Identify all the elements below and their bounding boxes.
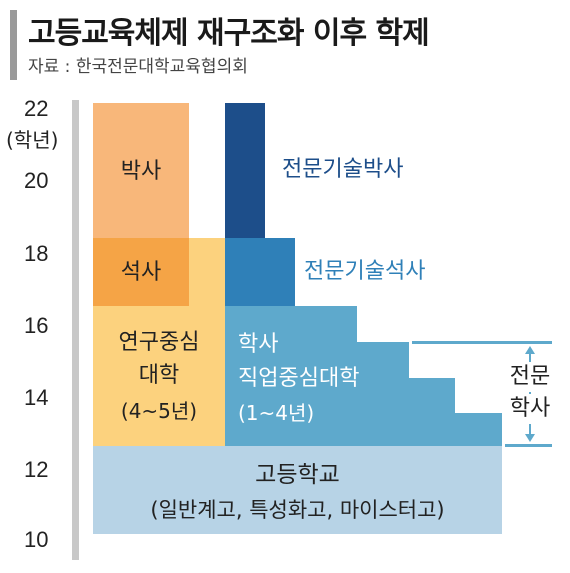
vocational-block-step2 bbox=[409, 378, 455, 446]
y-axis-unit: (학년) bbox=[6, 128, 59, 152]
y-tick-20: 20 bbox=[24, 168, 49, 193]
masters-label: 석사 bbox=[120, 260, 162, 285]
vocational-block-step1 bbox=[357, 342, 409, 446]
high-school-block: 고등학교 (일반계고, 특성화고, 마이스터고) bbox=[93, 446, 502, 534]
specialist-label-line1: 전문 bbox=[502, 362, 558, 392]
arrow-up-icon bbox=[525, 346, 535, 354]
y-tick-18: 18 bbox=[24, 241, 49, 266]
specialist-label-line2: 학사 bbox=[502, 394, 558, 424]
y-tick-16: 16 bbox=[24, 313, 49, 338]
phd-block: 박사 bbox=[93, 103, 189, 238]
masters-block: 석사 bbox=[93, 238, 189, 306]
prof-phd-block bbox=[225, 103, 265, 238]
prof-phd-label: 전문기술박사 bbox=[282, 157, 404, 182]
title-accent-bar bbox=[10, 10, 17, 80]
vocational-label-line1: 학사 bbox=[238, 332, 279, 357]
research-univ-label-line2: 대학 bbox=[138, 363, 180, 388]
research-univ-block: 연구중심 대학 (4~5년) bbox=[93, 306, 225, 446]
research-univ-label-line1: 연구중심 bbox=[118, 330, 200, 355]
y-tick-14: 14 bbox=[24, 385, 49, 410]
specialist-bracket-top bbox=[412, 341, 552, 344]
source-note: 자료 : 한국전문대학교육협의회 bbox=[28, 57, 248, 77]
vocational-years: (1~4년) bbox=[238, 401, 315, 425]
research-univ-upper-block bbox=[189, 238, 225, 306]
prof-masters-label: 전문기술석사 bbox=[304, 259, 426, 284]
prof-masters-block bbox=[225, 238, 295, 306]
arrow-down-icon bbox=[525, 434, 535, 442]
y-tick-10: 10 bbox=[24, 527, 49, 552]
vocational-block-step3 bbox=[455, 413, 502, 446]
vocational-block-main bbox=[225, 306, 357, 446]
page-title: 고등교육체제 재구조화 이후 학제 bbox=[28, 16, 430, 51]
specialist-bracket-bottom bbox=[505, 444, 552, 447]
y-tick-12: 12 bbox=[24, 457, 49, 482]
high-school-types: (일반계고, 특성화고, 마이스터고) bbox=[150, 498, 445, 522]
y-tick-22: 22 bbox=[24, 96, 49, 121]
high-school-label: 고등학교 bbox=[255, 462, 340, 488]
research-univ-years: (4~5년) bbox=[120, 399, 198, 423]
y-axis-bar bbox=[72, 100, 79, 560]
vocational-label-line2: 직업중심대학 bbox=[238, 366, 360, 391]
phd-label: 박사 bbox=[120, 159, 162, 184]
